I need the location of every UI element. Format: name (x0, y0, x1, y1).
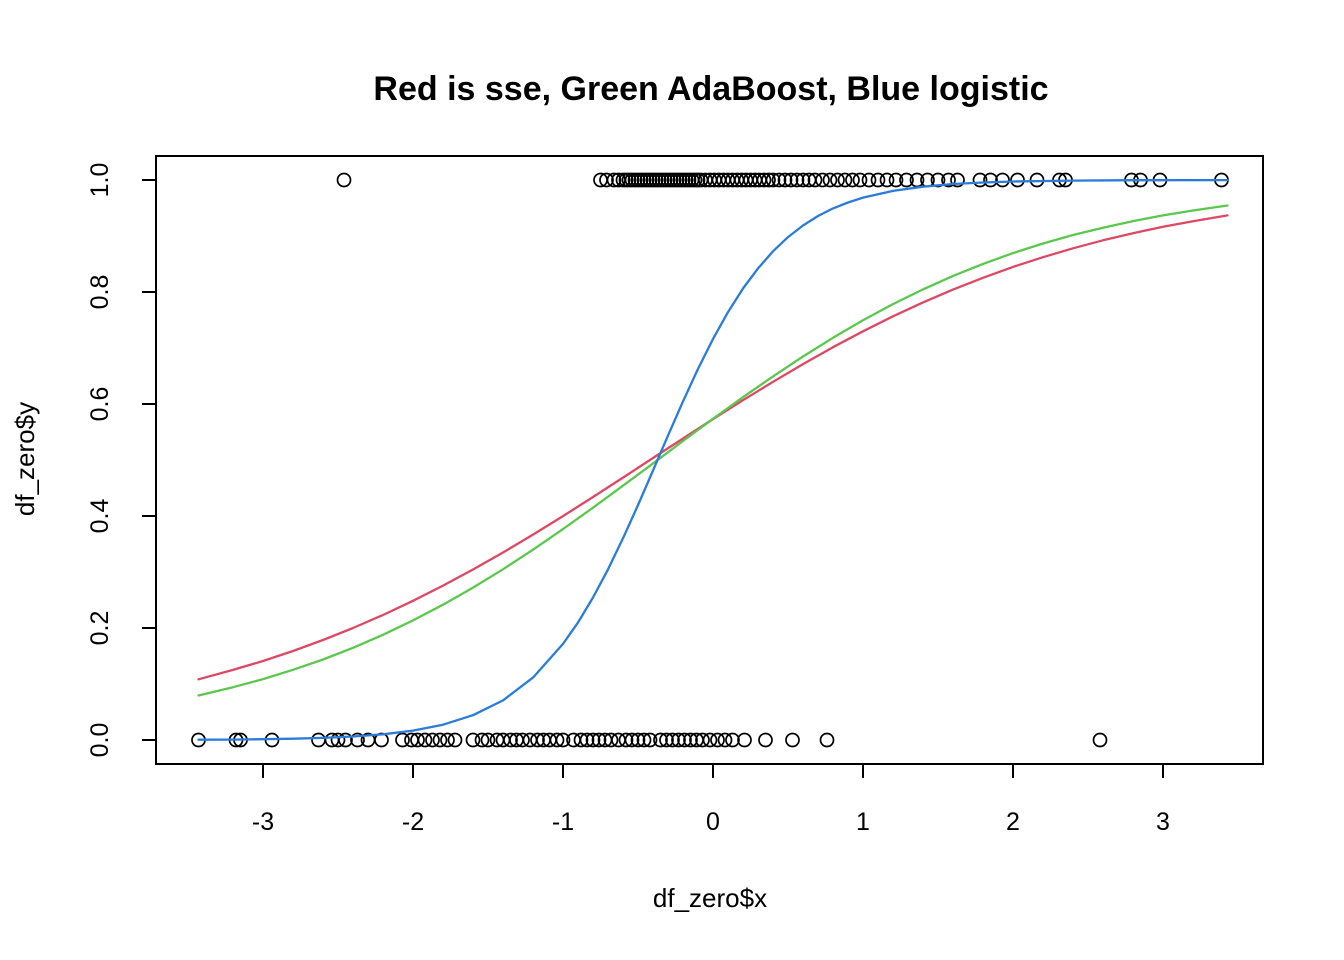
scatter-point-y0 (636, 732, 652, 748)
scatter-point-y0 (480, 732, 496, 748)
scatter-point-y0 (410, 732, 425, 748)
scatter-point-y1 (837, 172, 853, 188)
scatter-point-y0 (618, 732, 634, 748)
x-tick-label: 2 (1006, 808, 1020, 836)
scatter-point-y1 (830, 172, 845, 188)
plot-area: -3 -2 -1 0 1 2 3 0.0 0.2 0.4 0.6 0.8 1.0 (86, 155, 1264, 836)
chart-title: Red is sse, Green AdaBoost, Blue logisti… (373, 70, 1048, 108)
scatter-point-y0 (503, 732, 518, 748)
scatter-point-y1 (995, 172, 1010, 188)
scatter-point-y1 (777, 172, 793, 188)
y-tick-label: 0.0 (86, 723, 114, 758)
scatter-point-y0 (417, 732, 433, 748)
scatter-point-y0 (717, 732, 733, 748)
scatter-point-y0 (447, 732, 463, 748)
scatter-point-y0 (338, 732, 353, 748)
scatter-point-y1 (888, 172, 904, 188)
scatter-point-y0 (330, 732, 346, 748)
scatter-point-y0 (630, 732, 646, 748)
scatter-point-y1 (756, 172, 772, 188)
scatter-point-y0 (522, 732, 538, 748)
scatter-point-y1 (861, 172, 877, 188)
x-tick-label: 0 (706, 808, 720, 836)
y-axis-label: df_zero$y (10, 402, 40, 516)
scatter-point-y1 (879, 172, 895, 188)
scatter-point-y0 (350, 732, 365, 748)
x-tick-label: -1 (552, 808, 574, 836)
scatter-point-y0 (725, 732, 740, 748)
scatter-point-y1 (899, 172, 914, 188)
scatter-point-y1 (761, 172, 776, 188)
scatter-point-y0 (665, 732, 680, 748)
scatter-point-y0 (311, 732, 326, 748)
plot-border (155, 155, 1264, 765)
x-tick-label: -3 (252, 808, 274, 836)
scatter-point-y1 (807, 172, 823, 188)
scatter-point-y1 (822, 172, 838, 188)
x-tick-label: 1 (856, 808, 870, 836)
scatter-point-y1 (845, 172, 860, 188)
y-tick-label: 1.0 (86, 163, 114, 198)
x-axis-label: df_zero$x (653, 883, 767, 913)
scatter-point-y0 (683, 732, 698, 748)
scatter-point-y0 (440, 732, 455, 748)
scatter-point-y1 (972, 172, 988, 188)
scatter-point-y1 (789, 172, 805, 188)
scatter-point-y0 (1092, 732, 1108, 748)
scatter-point-y0 (603, 732, 619, 748)
scatter-point-y0 (737, 732, 752, 748)
scatter-point-y1 (983, 172, 998, 188)
scatter-point-y1 (771, 172, 787, 188)
scatter-point-y1 (765, 172, 781, 188)
scatter-point-y0 (758, 732, 773, 748)
scatter-point-y0 (432, 732, 448, 748)
scatter-point-y1 (870, 172, 886, 188)
scatter-point-y0 (591, 732, 607, 748)
scatter-point-y0 (549, 732, 565, 748)
scatter-point-y0 (819, 732, 835, 748)
y-tick-label: 0.6 (86, 387, 114, 422)
scatter-point-y0 (395, 732, 410, 748)
scatter-point-y0 (677, 732, 692, 748)
y-tick-label: 0.4 (86, 499, 114, 534)
curve-sse (197, 214, 1229, 681)
scatter-point-y0 (702, 732, 718, 748)
curve-logistic (197, 178, 1229, 741)
scatter-point-y1 (336, 172, 352, 188)
curve-adaboost (197, 204, 1229, 697)
scatter-point-y0 (671, 732, 686, 748)
y-tick-label: 0.2 (86, 611, 114, 646)
scatter-point-y1 (795, 172, 811, 188)
x-tick-label: -2 (402, 808, 424, 836)
scatter-point-y0 (659, 732, 674, 748)
scatter-point-y0 (530, 732, 545, 748)
scatter-point-y0 (785, 732, 800, 748)
scatter-point-y1 (606, 172, 622, 188)
scatter-point-y0 (611, 732, 626, 748)
scatter-point-y1 (1010, 172, 1025, 188)
scatter-point-y0 (515, 732, 530, 748)
scatter-point-y0 (579, 732, 595, 748)
scatter-point-y0 (624, 732, 640, 748)
scatter-point-y1 (941, 172, 956, 188)
scatter-point-y0 (465, 732, 481, 748)
scatter-point-y0 (695, 732, 710, 748)
scatter-point-y0 (710, 732, 725, 748)
scatter-point-y1 (950, 172, 965, 188)
scatter-point-y0 (653, 732, 668, 748)
scatter-point-y0 (425, 732, 440, 748)
scatter-point-y1 (852, 172, 868, 188)
scatter-point-y0 (585, 732, 601, 748)
scatter-point-y1 (783, 172, 799, 188)
scatter-point-y0 (642, 732, 658, 748)
scatter-point-y0 (573, 732, 589, 748)
scatter-point-y0 (555, 732, 571, 748)
scatter-point-y0 (474, 732, 490, 748)
x-tick-label: 3 (1156, 808, 1170, 836)
y-tick-label: 0.8 (86, 275, 114, 310)
scatter-point-y1 (815, 172, 830, 188)
scatter-point-y1 (599, 172, 614, 188)
